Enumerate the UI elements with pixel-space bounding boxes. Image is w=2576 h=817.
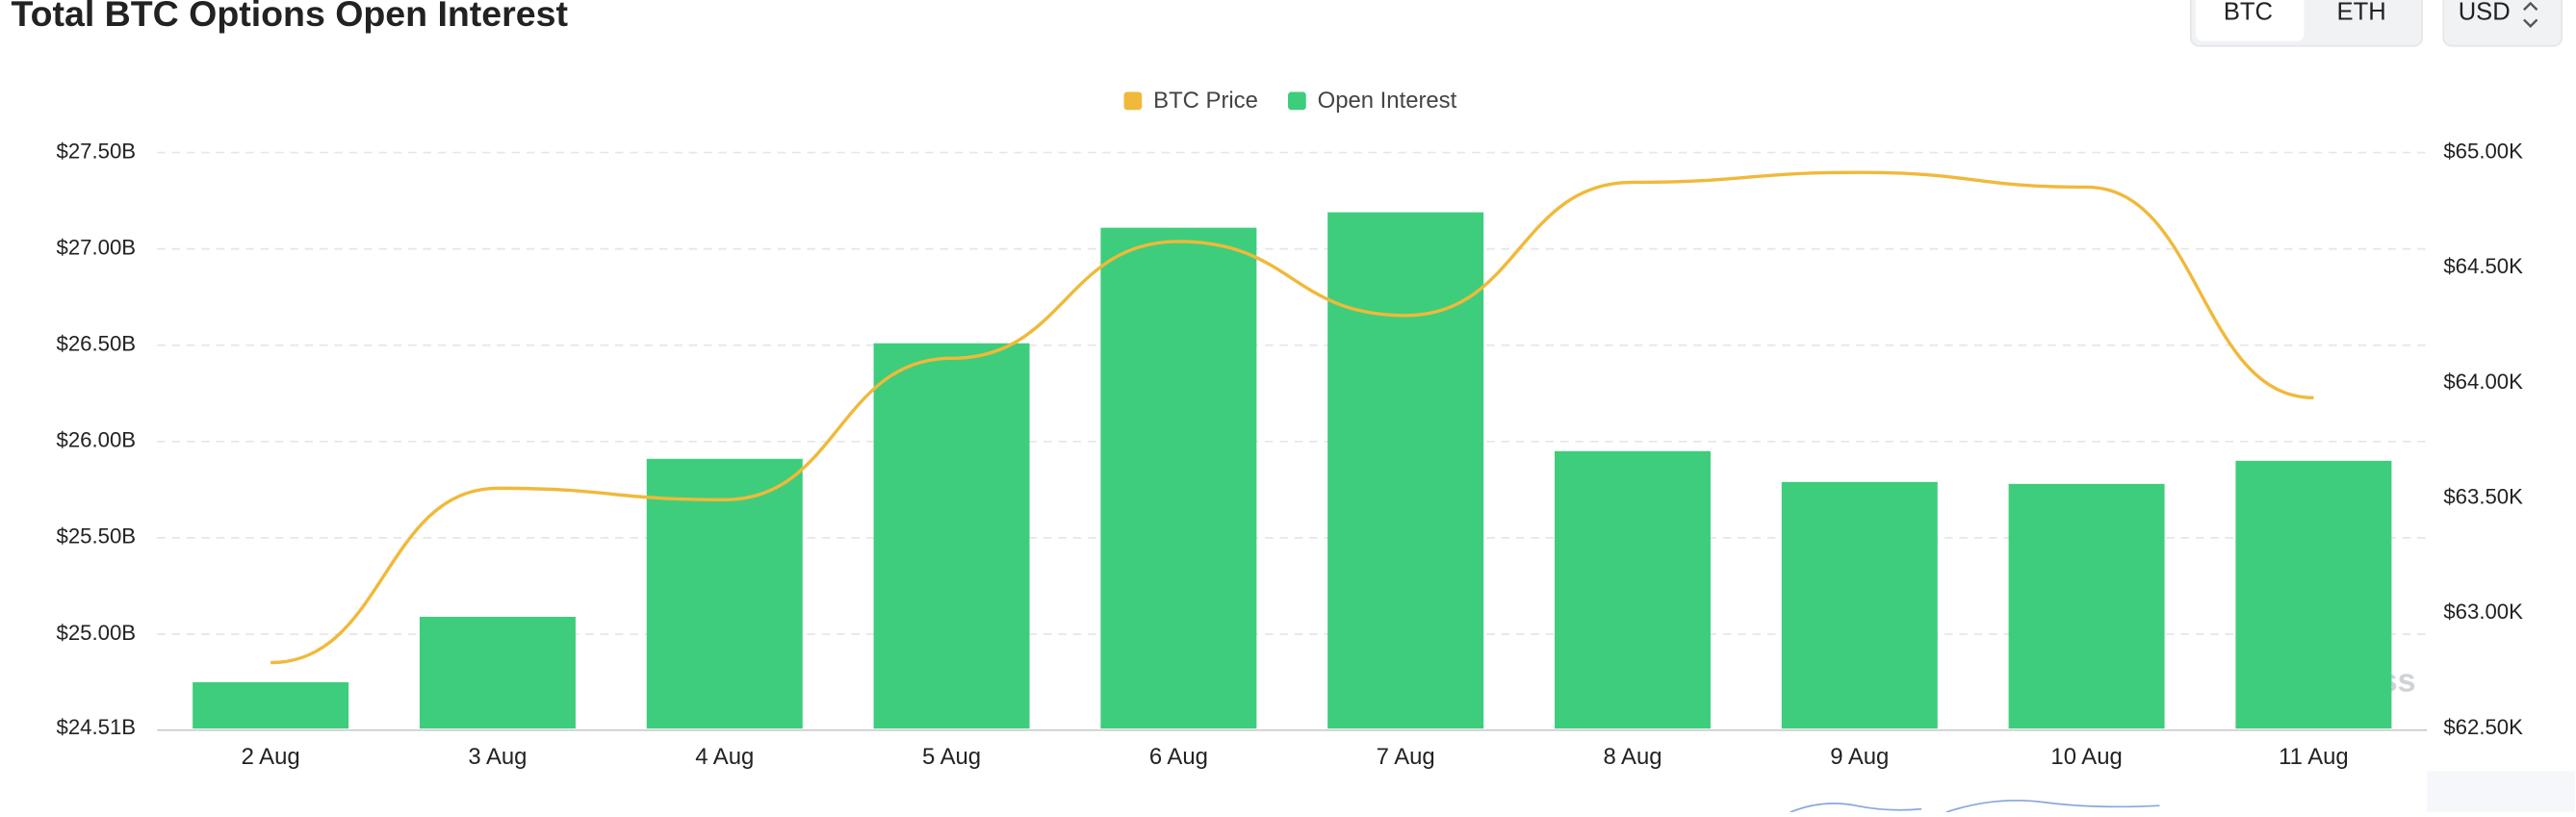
page-title: Total BTC Options Open Interest [11,0,568,34]
x-tick-label: 5 Aug [922,744,981,770]
y-tick-label: $26.00B [57,428,137,452]
bar [193,682,349,729]
navigator-preview [1790,799,2160,813]
x-tick-label: 4 Aug [695,744,754,770]
bar [1554,450,1711,729]
legend-label: BTC Price [1153,88,1258,114]
legend-label: Open Interest [1318,88,1457,114]
eth-button-label[interactable]: ETH [2337,0,2386,25]
x-tick-label: 8 Aug [1603,744,1662,770]
y-tick-label: $24.51B [57,715,137,739]
x-tick-label: 7 Aug [1377,744,1435,770]
bar [1100,227,1257,729]
x-tick-label: 2 Aug [242,744,300,770]
btc-button-label[interactable]: BTC [2224,0,2273,25]
x-tick-label: 9 Aug [1830,744,1889,770]
x-tick-label: 6 Aug [1149,744,1208,770]
bar [646,458,803,729]
y-tick-label: $25.00B [57,621,137,645]
bar [873,343,1030,729]
y2-tick-label: $65.00K [2443,139,2523,163]
y2-tick-label: $64.50K [2443,254,2523,278]
x-tick-label: 10 Aug [2050,744,2122,770]
y-tick-label: $25.50B [57,524,137,549]
y-tick-label: $27.00B [57,236,137,260]
legend-swatch [1123,91,1143,111]
x-tick-label: 11 Aug [2279,744,2349,770]
bar [1327,212,1484,729]
y2-tick-label: $62.50K [2443,715,2523,739]
y2-tick-label: $63.50K [2443,485,2523,509]
bar [2235,460,2392,729]
currency-select[interactable] [2442,0,2563,47]
y-tick-label: $27.50B [57,139,137,163]
currency-label[interactable]: USD [2459,0,2511,25]
x-tick-label: 3 Aug [468,744,527,770]
navigator-edge [2427,771,2575,812]
y-tick-label: $26.50B [57,332,137,356]
btc-button[interactable] [2195,0,2305,41]
legend-swatch [1288,91,1306,111]
bar [419,616,576,729]
y2-tick-label: $64.00K [2443,370,2523,394]
bar [2008,483,2165,729]
select-arrows [2523,1,2538,28]
price-line [270,170,2314,665]
y2-tick-label: $63.00K [2443,600,2523,624]
bar [1781,481,1938,729]
